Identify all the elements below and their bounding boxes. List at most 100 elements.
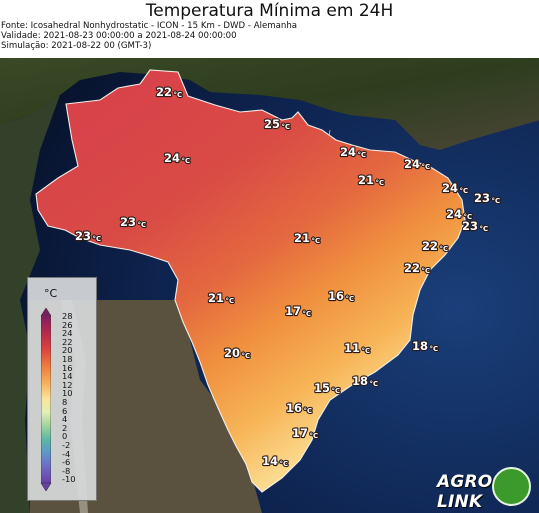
legend-tick: 18	[62, 354, 73, 364]
svg-text:18°C: 18 °C	[412, 339, 438, 353]
legend-tick: 6	[62, 405, 68, 416]
svg-text:16°C: 16 °C	[286, 401, 312, 415]
temperature-label: 18 °C18 °C	[411, 338, 439, 354]
svg-text:24°C: 24 °C	[446, 207, 472, 221]
legend-tick: -4	[62, 448, 71, 459]
svg-text:23°C: 23 °C	[462, 219, 488, 233]
svg-text:20°C: 20 °C	[224, 346, 250, 360]
svg-text:24°C: 24 °C	[404, 157, 430, 171]
svg-text:17°C: 17 °C	[292, 426, 318, 440]
svg-text:16°C: 16 °C	[328, 289, 354, 303]
svg-text:25°C: 25 °C	[264, 117, 290, 131]
temperature-label: 11 °C11 °C	[343, 340, 371, 356]
validity-line: Validade: 2021-08-23 00:00:00 a 2021-08-…	[1, 31, 237, 41]
temperature-label: 23 °C23 °C	[473, 190, 501, 206]
svg-text:23°C: 23 °C	[75, 229, 101, 243]
svg-text:21°C: 21 °C	[294, 231, 320, 245]
svg-text:15°C: 15 °C	[314, 381, 340, 395]
svg-text:16°C: 16 °C	[286, 401, 312, 415]
svg-text:17°C: 17 °C	[292, 426, 318, 440]
svg-text:22°C: 22 °C	[422, 239, 448, 253]
temperature-label: 25 °C25 °C	[263, 116, 291, 132]
temperature-label: 23 °C23 °C	[74, 228, 102, 244]
temperature-label: 23 °C23 °C	[461, 218, 489, 234]
temperature-label: 21 °C21 °C	[207, 290, 235, 306]
svg-text:23°C: 23 °C	[75, 229, 101, 243]
svg-text:16°C: 16 °C	[328, 289, 354, 303]
temperature-label: 24 °C24 °C	[403, 156, 431, 172]
temperature-label: 22 °C22 °C	[421, 238, 449, 254]
northern-land	[0, 58, 539, 150]
temperature-label: 15 °C15 °C	[313, 380, 341, 396]
svg-text:17°C: 17 °C	[285, 304, 311, 318]
svg-text:22°C: 22 °C	[422, 239, 448, 253]
legend-tick: 2	[62, 422, 68, 433]
svg-text:14°C: 14 °C	[262, 454, 288, 468]
western-land	[0, 95, 60, 513]
svg-text:18°C: 18 °C	[352, 374, 378, 388]
svg-text:21°C: 21 °C	[358, 173, 384, 187]
legend-tick: 16	[62, 362, 73, 373]
temperature-label: 17 °C17 °C	[291, 425, 319, 441]
svg-text:24°C: 24 °C	[340, 145, 366, 159]
svg-text:18°C: 18 °C	[412, 339, 438, 353]
temperature-label: 24 °C24 °C	[441, 180, 469, 196]
svg-text:23°C: 23 °C	[474, 191, 500, 205]
svg-text:24°C: 24 °C	[164, 151, 190, 165]
legend-tick: 26	[62, 319, 73, 330]
temperature-label: 21 °C21 °C	[293, 230, 321, 246]
svg-text:21°C: 21 °C	[208, 291, 234, 305]
temperature-label: 21 °C21 °C	[357, 172, 385, 188]
source-line: Fonte: Icosahedral Nonhydrostatic - ICON…	[1, 21, 298, 31]
logo-part1: AGRO	[437, 472, 493, 492]
map-title: Temperatura Mínima em 24H	[145, 1, 394, 21]
legend-tick: 4	[62, 414, 68, 425]
temperature-label: 18 °C18 °C	[351, 373, 379, 389]
temperature-label: 24 °C24 °C	[163, 150, 191, 166]
svg-text:22°C: 22 °C	[404, 261, 430, 275]
legend-tick: 14	[62, 371, 73, 382]
legend-colorbar	[41, 315, 51, 483]
temperature-label: 24 °C24 °C	[339, 144, 367, 160]
svg-text:24°C: 24 °C	[442, 181, 468, 195]
svg-text:15°C: 15 °C	[314, 381, 340, 395]
legend-tick: -2	[62, 440, 71, 450]
legend-top-arrow	[40, 308, 52, 316]
svg-text:21°C: 21 °C	[358, 173, 384, 187]
temperature-label: 16 °C16 °C	[285, 400, 313, 416]
svg-text:24°C: 24 °C	[442, 181, 468, 195]
svg-text:20°C: 20 °C	[224, 346, 250, 360]
svg-text:22°C: 22 °C	[156, 85, 182, 99]
temperature-label: 20 °C20 °C	[223, 345, 251, 361]
svg-text:21°C: 21 °C	[294, 231, 320, 245]
svg-text:23°C: 23 °C	[462, 219, 488, 233]
svg-text:24°C: 24 °C	[446, 207, 472, 221]
logo-part2: LINK	[437, 492, 483, 512]
temperature-label: 23 °C23 °C	[119, 214, 147, 230]
legend-bottom-arrow	[40, 483, 52, 491]
svg-text:18°C: 18 °C	[352, 374, 378, 388]
svg-text:25°C: 25 °C	[264, 117, 290, 131]
legend-tick: 28	[62, 311, 73, 321]
svg-text:23°C: 23 °C	[474, 191, 500, 205]
svg-text:23°C: 23 °C	[120, 215, 146, 229]
svg-text:21°C: 21 °C	[208, 291, 234, 305]
svg-text:17°C: 17 °C	[285, 304, 311, 318]
legend-tick: -8	[62, 465, 71, 476]
svg-text:11°C: 11 °C	[344, 341, 370, 355]
svg-text:23°C: 23 °C	[120, 215, 146, 229]
svg-text:11°C: 11 °C	[344, 341, 370, 355]
temperature-label: 24 °C24 °C	[445, 206, 473, 222]
map-header: Temperatura Mínima em 24H Fonte: Icosahe…	[0, 0, 539, 58]
svg-text:24°C: 24 °C	[164, 151, 190, 165]
legend-tick: -10	[62, 474, 76, 485]
agrolink-logo: AGRO LINK	[437, 472, 539, 512]
legend-tick: 22	[62, 336, 73, 347]
legend-tick: 10	[62, 388, 73, 399]
legend-tick: -6	[62, 457, 71, 468]
simulation-line: Simulação: 2021-08-22 00 (GMT-3)	[1, 41, 152, 51]
svg-text:24°C: 24 °C	[404, 157, 430, 171]
temperature-label: 22 °C22 °C	[403, 260, 431, 276]
color-legend: °C 28 26 24 22 20 18 16 14 12 10 8 6 4 2 0 -2 -4 -6 -8 -10	[27, 277, 97, 501]
legend-tick: 0	[62, 431, 68, 442]
